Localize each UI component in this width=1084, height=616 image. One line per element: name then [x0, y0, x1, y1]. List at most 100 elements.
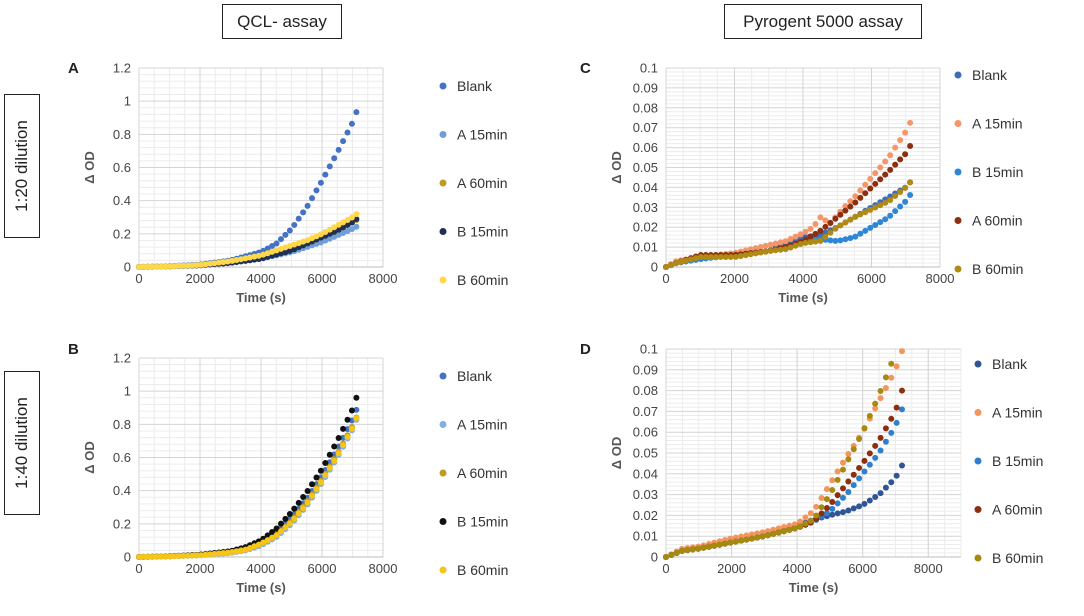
data-point	[353, 223, 360, 230]
data-point	[697, 254, 704, 261]
data-point	[747, 251, 754, 258]
data-point	[153, 553, 160, 560]
data-point	[840, 485, 846, 492]
x-tick-label: 2000	[186, 561, 215, 576]
data-point	[877, 490, 884, 497]
data-point	[707, 254, 714, 261]
data-point	[348, 214, 355, 221]
data-point	[847, 203, 854, 210]
data-point	[171, 553, 178, 560]
y-tick-label: 0.2	[113, 226, 131, 241]
data-point	[149, 553, 156, 560]
data-point	[827, 237, 834, 244]
data-point	[861, 500, 868, 507]
data-point	[220, 550, 227, 557]
data-point	[309, 195, 316, 202]
data-point	[827, 229, 834, 236]
data-point	[340, 442, 347, 449]
data-point	[752, 250, 759, 257]
data-point	[866, 497, 873, 504]
data-point	[772, 247, 779, 254]
data-point	[842, 203, 849, 210]
data-point	[738, 533, 745, 540]
y-axis-title: Δ OD	[82, 151, 97, 183]
data-point	[202, 261, 209, 268]
data-point	[899, 406, 905, 413]
series-b-60min	[663, 179, 914, 270]
data-point	[162, 263, 169, 270]
data-point	[286, 227, 293, 234]
data-point	[167, 263, 174, 270]
data-point	[807, 510, 814, 517]
data-point	[175, 262, 182, 269]
series-b-60min	[136, 415, 360, 560]
data-point	[273, 240, 280, 247]
data-point	[899, 387, 905, 394]
data-point	[353, 415, 360, 422]
data-point	[663, 264, 669, 270]
data-point	[743, 532, 750, 539]
data-point	[856, 436, 863, 443]
data-point	[842, 207, 849, 214]
data-point	[206, 551, 213, 558]
y-tick-label: 0.8	[113, 417, 131, 432]
data-point	[857, 194, 864, 201]
data-point	[331, 443, 338, 450]
data-point	[335, 146, 342, 153]
data-point	[326, 465, 333, 472]
data-point	[233, 548, 240, 555]
data-point	[340, 219, 347, 226]
data-point	[277, 236, 284, 243]
y-tick-label: 0.06	[633, 140, 658, 155]
data-point	[300, 494, 307, 501]
data-point	[812, 238, 819, 245]
data-point	[787, 244, 794, 251]
data-point	[727, 254, 734, 261]
data-point	[872, 170, 879, 177]
data-point	[791, 521, 798, 528]
y-tick-label: 0.07	[633, 120, 658, 135]
data-point	[837, 211, 844, 218]
data-point	[845, 456, 852, 463]
data-point	[791, 525, 798, 532]
data-point	[823, 505, 830, 512]
panel-letter-c: C	[580, 60, 591, 77]
data-point	[866, 450, 873, 457]
data-point	[663, 554, 669, 560]
x-tick-label: 2000	[717, 561, 746, 576]
data-point	[313, 474, 320, 481]
data-point	[348, 226, 355, 233]
data-point	[767, 241, 774, 248]
data-point	[852, 193, 859, 200]
data-point	[695, 545, 702, 552]
y-tick-label: 0	[651, 260, 658, 275]
x-tick-label: 6000	[308, 561, 337, 576]
data-point	[866, 412, 873, 419]
data-point	[136, 554, 142, 560]
data-point	[817, 237, 824, 244]
data-point	[888, 479, 895, 486]
data-point	[264, 532, 271, 539]
data-point	[867, 175, 874, 182]
data-point	[807, 517, 814, 524]
data-point	[902, 184, 909, 191]
y-tick-label: 1	[124, 94, 131, 109]
data-point	[748, 535, 755, 542]
data-point	[867, 185, 874, 192]
y-tick-label: 0	[124, 550, 131, 565]
data-point	[777, 239, 784, 246]
data-point	[772, 240, 779, 247]
legend-marker	[439, 469, 447, 477]
data-point	[842, 219, 849, 226]
data-point	[837, 237, 844, 244]
x-tick-label: 4000	[783, 561, 812, 576]
data-point	[202, 551, 209, 558]
data-point	[317, 179, 324, 186]
data-point	[792, 242, 799, 249]
data-point	[850, 482, 857, 489]
data-point	[282, 515, 289, 522]
data-point	[317, 479, 324, 486]
y-tick-label: 0.04	[633, 466, 658, 481]
